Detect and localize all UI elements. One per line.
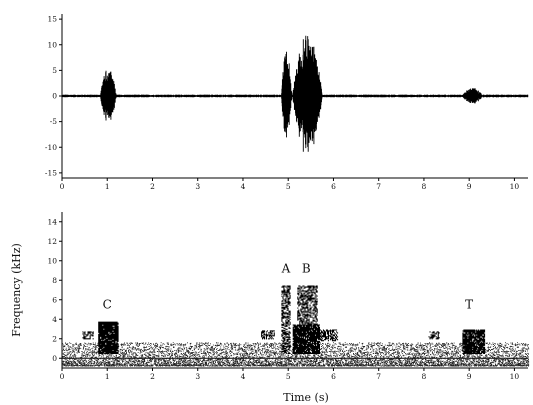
waveform-y-tick-label: -5: [50, 117, 58, 126]
spectrogram-call-4: [292, 324, 320, 354]
spectrogram-x-tick-label: 5: [286, 372, 291, 381]
spectrogram-call-5: [297, 285, 318, 325]
spectrogram-y-tick-label: 2: [52, 334, 57, 343]
waveform-trace: [61, 35, 529, 152]
spectrogram-call-3: [281, 285, 291, 354]
spectrogram-x-tick-label: 6: [331, 372, 336, 381]
spectrogram-y-tick-label: 4: [52, 315, 57, 324]
spectrogram-x-tick-label: 7: [376, 372, 381, 381]
spectrogram-y-tick-label: 14: [47, 217, 57, 226]
annotation-b: B: [302, 261, 311, 275]
spectrogram-x-tick-label: 4: [241, 372, 246, 381]
spectrogram-call-0: [98, 321, 119, 354]
spectrogram-y-tick-label: 8: [52, 276, 57, 285]
x-axis-label: Time (s): [283, 391, 329, 404]
waveform-x-tick-label: 0: [60, 182, 65, 191]
spectrogram-x-tick-label: 1: [105, 372, 110, 381]
spectrogram-x-tick-label: 8: [422, 372, 427, 381]
waveform-y-tick-label: 10: [47, 40, 57, 49]
spectrogram-x-tick-label: 0: [60, 372, 65, 381]
waveform-y-tick-label: 5: [52, 66, 57, 75]
waveform-x-tick-label: 1: [105, 182, 110, 191]
spectrogram-call-2: [261, 330, 275, 340]
spectrogram-call-6: [319, 329, 339, 342]
waveform-y-tick-label: -15: [45, 168, 57, 177]
waveform-y-tick-label: -10: [45, 143, 57, 152]
waveform-x-tick-label: 9: [467, 182, 472, 191]
waveform-y-tick-label: 0: [52, 92, 57, 101]
annotation-a: A: [281, 261, 291, 275]
annotation-c: C: [103, 298, 112, 312]
spectrogram-x-tick-label: 9: [467, 372, 472, 381]
spectrogram-y-tick-label: 0: [52, 354, 57, 363]
spectrogram-y-tick-label: 10: [47, 256, 57, 265]
y-axis-label: Frequency (kHz): [10, 243, 23, 337]
spectrogram-x-tick-label: 2: [150, 372, 155, 381]
spectrogram-call-8: [462, 329, 486, 354]
waveform-y-tick-label: 15: [47, 15, 57, 24]
spectrogram-y-tick-label: 6: [52, 295, 57, 304]
waveform-x-tick-label: 4: [241, 182, 246, 191]
spectrogram-x-tick-label: 10: [510, 372, 520, 381]
waveform-x-tick-label: 2: [150, 182, 155, 191]
waveform-x-tick-label: 10: [510, 182, 520, 191]
spectrogram-noise: [62, 342, 530, 367]
waveform-x-tick-label: 6: [331, 182, 336, 191]
spectrogram-x-tick-label: 3: [195, 372, 200, 381]
spectrogram-call-1: [82, 331, 94, 340]
waveform-x-tick-label: 7: [376, 182, 381, 191]
spectrogram-call-7: [428, 331, 440, 340]
annotation-t: T: [465, 298, 473, 312]
spectrogram-y-tick-label: 12: [47, 237, 57, 246]
waveform-x-tick-label: 3: [195, 182, 200, 191]
waveform-x-tick-label: 8: [422, 182, 427, 191]
waveform-panel: 0 1 2 3 4 5 6 7 8 9 10 15 10 5 0 -5 -10 -15: [45, 14, 529, 191]
waveform-x-tick-label: 5: [286, 182, 291, 191]
